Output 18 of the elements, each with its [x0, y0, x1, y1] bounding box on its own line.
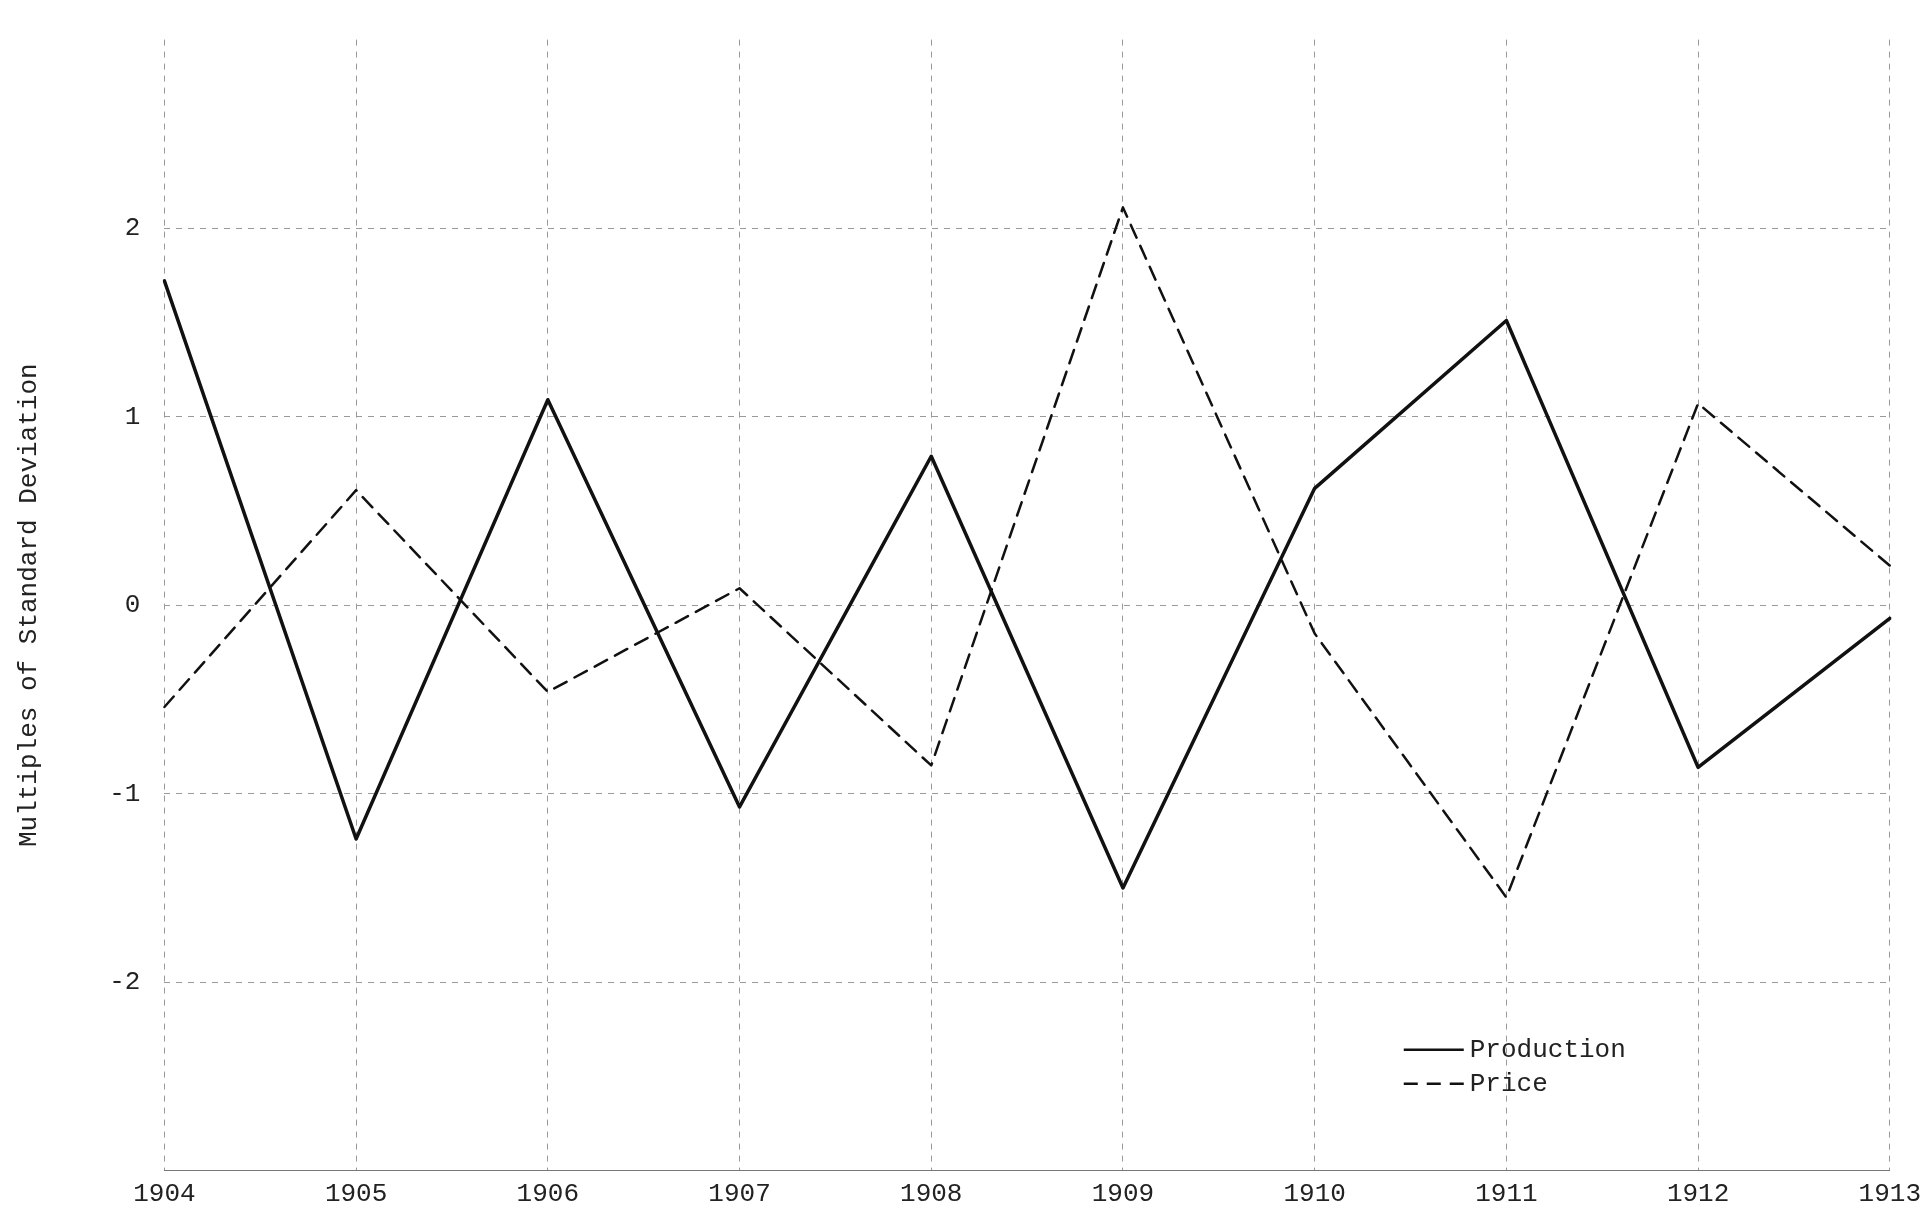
legend-label: Production — [1469, 1034, 1626, 1065]
x-tick-label: 1906 — [516, 1179, 580, 1210]
x-tick-label: 1910 — [1283, 1179, 1346, 1210]
y-tick-label: 1 — [124, 401, 141, 432]
x-tick-label: 1913 — [1858, 1179, 1922, 1210]
x-tick-label: 1904 — [133, 1179, 196, 1210]
x-tick-label: 1908 — [900, 1179, 963, 1210]
y-tick-label: 2 — [124, 213, 141, 244]
x-tick-label: 1909 — [1091, 1179, 1155, 1210]
x-tick-label: 1912 — [1666, 1179, 1730, 1210]
x-tick-label: 1911 — [1475, 1179, 1538, 1210]
y-tick-label: -1 — [109, 778, 141, 809]
y-tick-label: 0 — [124, 590, 141, 621]
x-tick-label: 1907 — [708, 1179, 771, 1210]
y-axis-title: Multiples of Standard Deviation — [14, 363, 45, 848]
legend-label: Price — [1469, 1068, 1548, 1099]
x-tick-label: 1905 — [324, 1179, 388, 1210]
y-tick-label: -2 — [109, 967, 141, 998]
